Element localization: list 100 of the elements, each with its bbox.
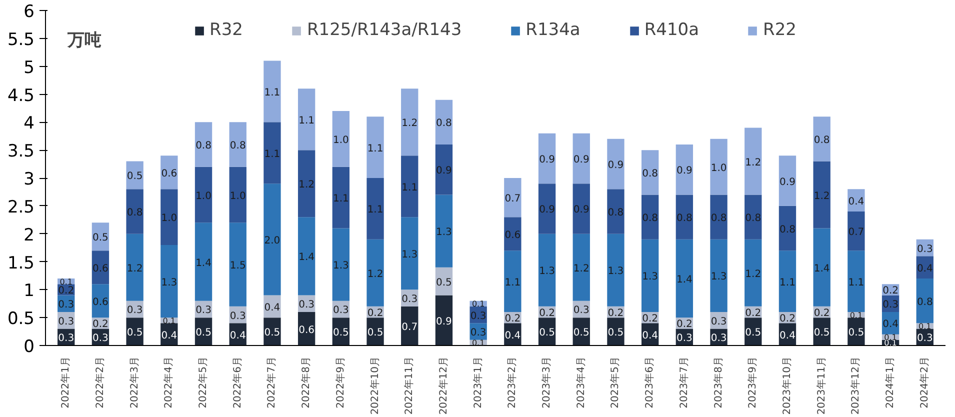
data-label: 1.2 (367, 268, 384, 280)
bar (298, 217, 316, 296)
data-label: 1.5 (230, 260, 246, 272)
data-label: 0.7 (402, 322, 418, 333)
data-label: 0.5 (196, 328, 212, 339)
data-label: 0.2 (367, 308, 384, 319)
y-tick-label: 4 (24, 114, 35, 134)
legend-label: R410a (644, 20, 700, 40)
data-label: 0.3 (58, 333, 74, 344)
data-label: 0.2 (608, 308, 624, 319)
x-tick-label: 2022年10月 (368, 356, 381, 415)
data-label: 0.9 (436, 316, 452, 328)
data-label: 0.2 (504, 314, 521, 325)
bar (641, 194, 659, 240)
data-label: 1.2 (402, 118, 418, 130)
bar (194, 166, 212, 223)
data-label: 0.3 (196, 305, 212, 316)
bar (607, 234, 624, 306)
data-label: 1.3 (402, 249, 418, 260)
data-label: 0.9 (608, 160, 624, 172)
data-label: 0.3 (916, 333, 933, 344)
data-label: 0.3 (58, 300, 74, 311)
legend-label: R134a (526, 20, 580, 40)
data-label: 0.6 (92, 296, 108, 308)
bar (572, 184, 590, 234)
data-label: 0.5 (264, 328, 280, 339)
data-label: 0.6 (161, 168, 178, 180)
bar (641, 150, 659, 195)
bar (298, 88, 316, 150)
bar (194, 122, 212, 167)
y-tick-label: 1 (24, 281, 35, 302)
data-label: 1.1 (780, 277, 796, 288)
bar (160, 156, 178, 190)
x-tick-label: 2022年7月 (266, 356, 278, 408)
bar (401, 88, 418, 156)
data-label: 1.2 (298, 180, 315, 191)
data-label: 0.9 (573, 204, 590, 216)
data-label: 1.0 (332, 134, 349, 146)
bar (126, 318, 144, 346)
x-tick-label: 2023年8月 (712, 356, 724, 408)
bar (366, 178, 384, 240)
data-label: 1.1 (367, 204, 384, 216)
legend-label: R22 (763, 20, 796, 40)
bar (264, 122, 281, 184)
data-label: 0.4 (264, 302, 280, 314)
bar (744, 194, 762, 240)
data-label: 0.7 (848, 227, 864, 238)
bar (607, 318, 624, 346)
x-tick-label: 2023年3月 (540, 356, 553, 408)
data-label: 0.8 (745, 213, 762, 224)
x-tick-label: 2022年1月 (60, 356, 72, 408)
bar (848, 189, 865, 212)
data-label: 1.0 (196, 190, 212, 202)
data-label: 0.4 (642, 330, 658, 342)
data-label: 1.2 (814, 190, 830, 202)
data-label: 0.5 (608, 328, 624, 339)
data-label: 0.8 (814, 134, 830, 146)
data-label: 1.1 (332, 194, 349, 205)
data-label: 0.5 (92, 232, 108, 244)
bar (744, 239, 762, 306)
data-label: 0.3 (470, 310, 486, 322)
data-label: 0.2 (676, 319, 692, 330)
bar (778, 206, 796, 251)
bar (676, 194, 694, 240)
data-label: 0.7 (504, 194, 521, 205)
data-label: 0.8 (710, 213, 727, 224)
data-label: 1.3 (608, 266, 624, 278)
data-label: 0.4 (882, 319, 898, 330)
x-tick-label: 2024年1月 (884, 356, 896, 408)
data-label: 0.5 (332, 328, 349, 339)
bar (126, 161, 144, 190)
data-label: 0.4 (848, 196, 864, 208)
data-label: 0.3 (58, 316, 74, 328)
data-label: 1.3 (332, 260, 349, 272)
data-label: 0.9 (539, 204, 555, 216)
data-label: 1.1 (504, 277, 521, 288)
bar (538, 234, 556, 306)
x-tick-label: 2024年2月 (918, 356, 930, 408)
data-label: 0.2 (814, 308, 830, 319)
data-label: 0.2 (780, 314, 796, 325)
data-label: 1.4 (298, 252, 315, 264)
x-tick-label: 2023年10月 (780, 356, 793, 415)
data-label: 1.3 (539, 266, 555, 278)
data-label: 0.8 (196, 140, 212, 152)
data-label: 0.6 (92, 263, 108, 274)
x-tick-label: 2023年2月 (506, 356, 518, 408)
bar (848, 212, 865, 251)
data-label: 0.6 (504, 230, 521, 241)
bar (710, 194, 728, 240)
data-label: 0.8 (916, 296, 933, 308)
bar (813, 116, 830, 162)
bar (229, 222, 246, 306)
x-tick-label: 2022年5月 (197, 356, 210, 408)
data-label: 0.2 (58, 286, 74, 297)
bar (538, 133, 556, 184)
x-tick-label: 2022年3月 (128, 356, 140, 408)
data-label: 0.3 (916, 244, 933, 255)
data-label: 0.4 (504, 330, 521, 342)
x-tick-label: 2023年11月 (815, 356, 828, 415)
y-tick-label: 2.5 (7, 197, 35, 218)
